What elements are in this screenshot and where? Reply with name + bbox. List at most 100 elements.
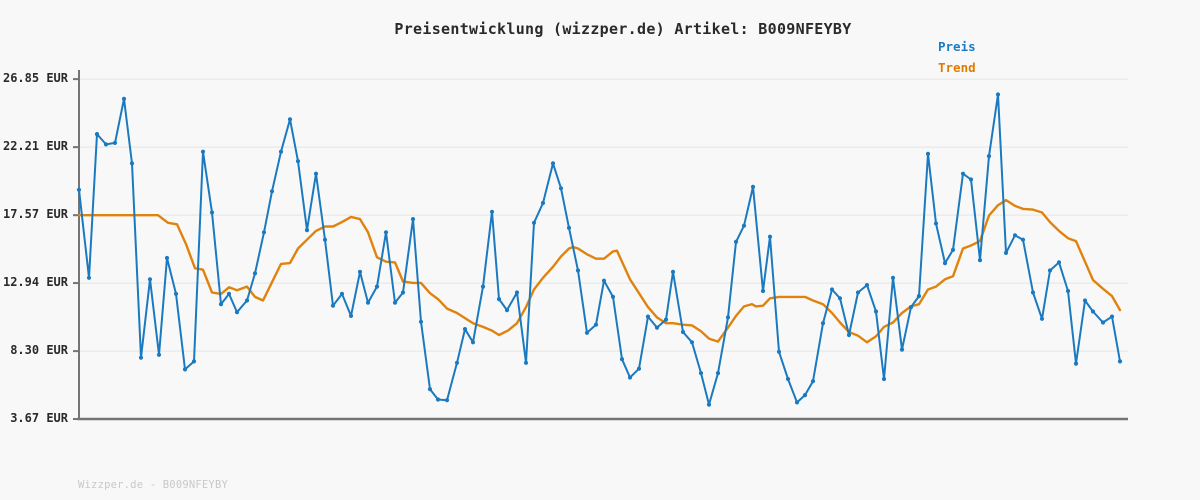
price-point-marker: [950, 247, 956, 252]
price-point-marker: [514, 290, 520, 295]
price-point-marker: [794, 400, 800, 405]
price-point-marker: [925, 151, 931, 156]
price-point-marker: [916, 294, 922, 299]
price-point-marker: [627, 375, 633, 380]
price-point-marker: [864, 283, 870, 288]
y-tick-label: 3.67 EUR: [10, 411, 68, 425]
price-point-marker: [470, 340, 476, 345]
price-point-marker: [829, 287, 835, 292]
price-point-marker: [890, 275, 896, 280]
price-point-marker: [566, 225, 572, 230]
price-point-marker: [899, 347, 905, 352]
price-point-marker: [837, 296, 843, 301]
price-point-marker: [698, 371, 704, 376]
price-point-marker: [960, 171, 966, 176]
price-point-marker: [226, 291, 232, 296]
price-point-marker: [1012, 233, 1018, 238]
price-point-marker: [1047, 268, 1053, 273]
price-point-marker: [810, 379, 816, 384]
price-point-marker: [881, 376, 887, 382]
price-point-marker: [173, 291, 179, 296]
price-point-marker: [156, 352, 162, 357]
price-point-marker: [129, 161, 135, 166]
price-point-marker: [767, 234, 773, 239]
y-tick-label: 26.85 EUR: [2, 71, 68, 86]
price-point-marker: [86, 275, 92, 280]
price-point-marker: [601, 278, 607, 283]
price-point-marker: [418, 319, 424, 324]
price-point-marker: [269, 189, 275, 194]
price-point-marker: [410, 217, 416, 222]
price-point-marker: [645, 314, 651, 319]
price-point-marker: [531, 220, 537, 225]
price-point-marker: [313, 171, 319, 176]
price-point-marker: [365, 300, 371, 305]
price-point-marker: [76, 187, 82, 192]
price-point-marker: [725, 315, 731, 320]
price-point-marker: [489, 209, 495, 214]
price-point-marker: [846, 332, 852, 338]
price-point-marker: [1082, 298, 1088, 303]
price-point-marker: [278, 149, 284, 154]
price-point-marker: [1030, 290, 1036, 295]
price-point-marker: [706, 402, 712, 407]
price-point-marker: [322, 237, 328, 242]
price-point-marker: [295, 159, 301, 164]
y-tick-label: 22.21 EUR: [2, 139, 68, 154]
chart-title: Preisentwicklung (wizzper.de) Artikel: B…: [394, 20, 852, 38]
price-point-marker: [654, 325, 660, 330]
price-point-marker: [383, 230, 389, 235]
price-point-marker: [750, 184, 756, 189]
price-point-marker: [496, 297, 502, 302]
price-point-marker: [663, 317, 669, 322]
footer-watermark: Wizzper.de - B009NFEYBY: [78, 479, 228, 491]
price-point-marker: [1065, 288, 1071, 294]
price-point-marker: [147, 277, 153, 282]
price-point-marker: [1039, 316, 1045, 321]
price-point-marker: [339, 291, 345, 296]
price-point-marker: [234, 310, 240, 315]
price-point-marker: [575, 268, 581, 273]
price-point-marker: [374, 284, 380, 289]
price-point-marker: [121, 96, 127, 101]
price-point-marker: [1056, 260, 1062, 265]
price-point-marker: [977, 258, 983, 263]
price-point-marker: [392, 300, 398, 305]
price-point-marker: [164, 255, 170, 261]
price-point-marker: [357, 269, 363, 274]
price-point-marker: [610, 294, 616, 299]
price-point-marker: [540, 200, 546, 206]
price-point-marker: [261, 230, 267, 235]
price-point-marker: [444, 398, 450, 403]
y-tick-label: 8.30 EUR: [10, 343, 68, 358]
price-point-marker: [785, 376, 791, 382]
price-point-marker: [558, 186, 564, 191]
price-point-marker: [855, 290, 861, 295]
price-point-marker: [1100, 320, 1106, 325]
price-point-marker: [802, 393, 808, 398]
price-point-marker: [182, 367, 188, 372]
price-point-marker: [593, 322, 599, 327]
legend-label-trend: Trend: [938, 60, 976, 75]
legend-label-preis: Preis: [938, 39, 976, 54]
price-point-marker: [287, 117, 293, 122]
price-point-marker: [873, 309, 879, 314]
price-point-marker: [995, 92, 1001, 97]
price-point-marker: [741, 223, 747, 228]
price-point-marker: [103, 142, 109, 147]
price-point-marker: [244, 298, 250, 303]
price-point-marker: [986, 154, 992, 159]
price-point-marker: [94, 132, 100, 137]
price-line: [78, 93, 1121, 406]
price-point-marker: [462, 327, 468, 332]
price-point-marker: [689, 340, 695, 345]
price-point-marker: [523, 360, 529, 365]
price-point-marker: [330, 303, 336, 308]
price-point-marker: [348, 313, 354, 318]
price-point-marker: [218, 302, 224, 307]
price-point-marker: [820, 321, 826, 326]
price-point-marker: [1117, 359, 1123, 364]
price-point-marker: [1109, 314, 1115, 319]
